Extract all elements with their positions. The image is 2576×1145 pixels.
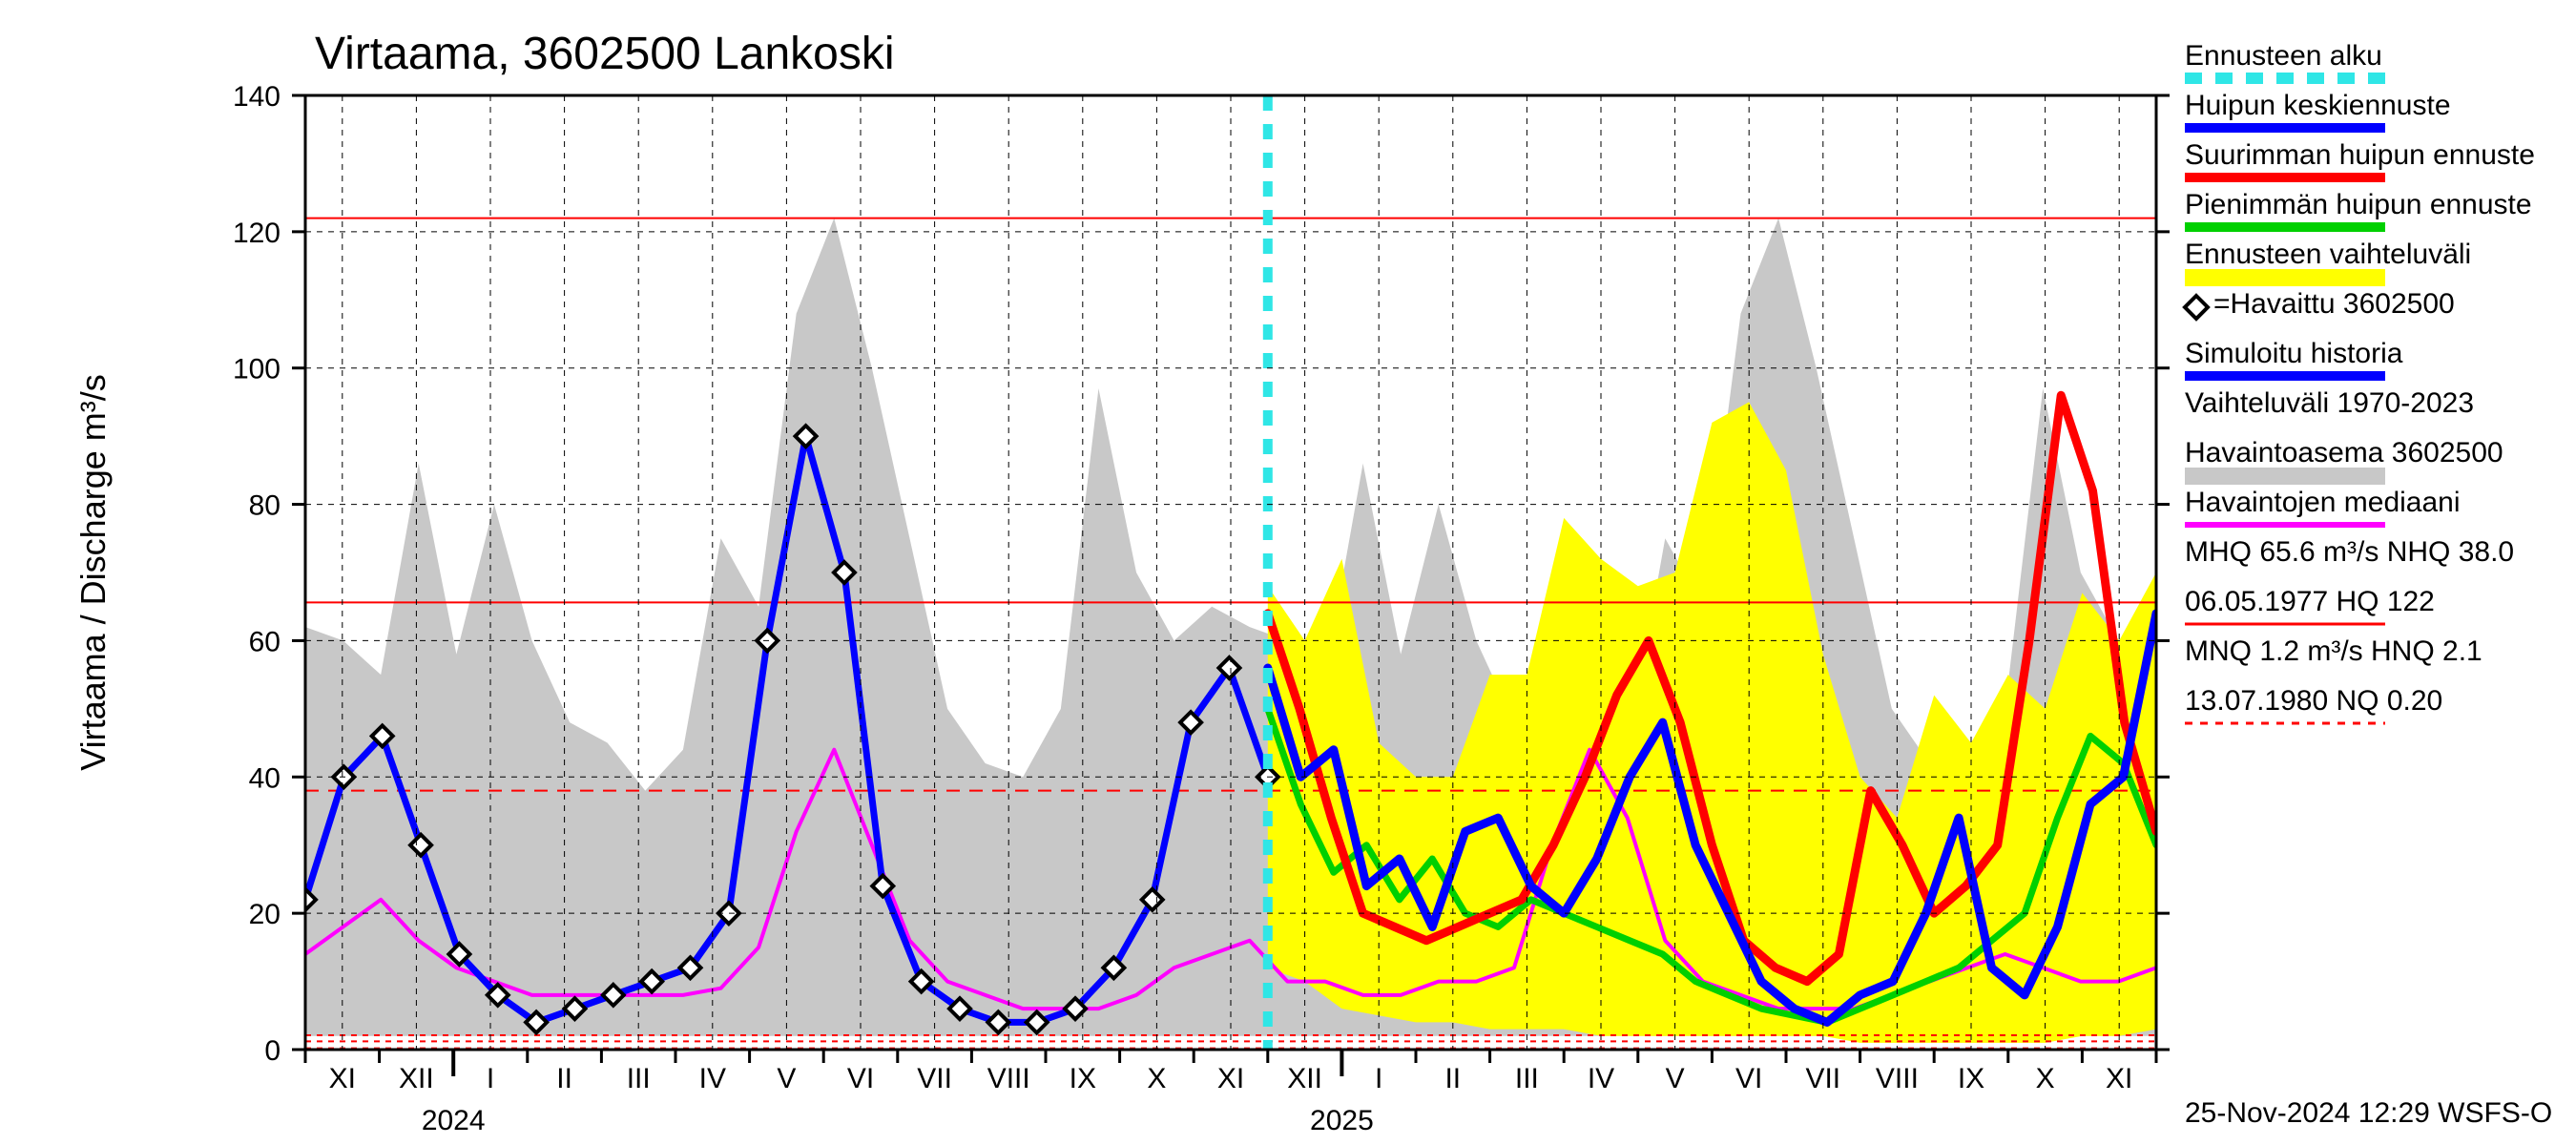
x-year-label: 2024	[422, 1105, 486, 1136]
chart-title: Virtaama, 3602500 Lankoski	[315, 29, 895, 79]
x-month-label: I	[487, 1063, 494, 1094]
legend-label: Ennusteen vaihteluväli	[2185, 239, 2471, 270]
legend-label: Ennusteen alku	[2185, 40, 2382, 72]
y-tick-label: 40	[249, 762, 280, 794]
legend-label: 06.05.1977 HQ 122	[2185, 586, 2435, 617]
x-month-label: VII	[1805, 1063, 1840, 1094]
legend-label: Huipun keskiennuste	[2185, 90, 2451, 121]
x-month-label: XII	[1287, 1063, 1322, 1094]
y-tick-label: 60	[249, 626, 280, 657]
x-month-label: III	[627, 1063, 651, 1094]
y-tick-label: 80	[249, 490, 280, 522]
x-month-label: II	[556, 1063, 572, 1094]
x-month-label: VIII	[987, 1063, 1030, 1094]
x-month-label: I	[1375, 1063, 1382, 1094]
legend-label: Simuloitu historia	[2185, 338, 2403, 369]
x-month-label: IV	[1588, 1063, 1614, 1094]
legend-label: Suurimman huipun ennuste	[2185, 139, 2535, 171]
x-month-label: IV	[699, 1063, 726, 1094]
x-month-label: V	[1666, 1063, 1685, 1094]
legend-label: Vaihteluväli 1970-2023	[2185, 387, 2474, 419]
y-tick-label: 100	[233, 354, 280, 385]
x-month-label: X	[2036, 1063, 2055, 1094]
x-month-label: XI	[1217, 1063, 1244, 1094]
x-month-label: VI	[1735, 1063, 1762, 1094]
legend-label: MHQ 65.6 m³/s NHQ 38.0	[2185, 536, 2514, 568]
x-month-label: V	[777, 1063, 796, 1094]
x-month-label: XI	[2106, 1063, 2132, 1094]
legend-label: 13.07.1980 NQ 0.20	[2185, 685, 2442, 717]
x-month-label: IX	[1958, 1063, 1984, 1094]
discharge-chart: 0 20 40 60 80 100 120 140 Virtaama / Discharge m…	[0, 0, 2576, 1145]
legend-label: MNQ 1.2 m³/s HNQ 2.1	[2185, 635, 2483, 667]
legend-label: Havaintojen mediaani	[2185, 487, 2461, 518]
x-month-label: VI	[847, 1063, 874, 1094]
x-month-label: III	[1515, 1063, 1539, 1094]
y-tick-label: 20	[249, 899, 280, 930]
x-month-label: II	[1444, 1063, 1461, 1094]
timestamp-footer: 25-Nov-2024 12:29 WSFS-O	[2185, 1097, 2552, 1129]
x-month-label: X	[1147, 1063, 1166, 1094]
legend-label: Pienimmän huipun ennuste	[2185, 189, 2532, 220]
y-tick-label: 0	[264, 1035, 280, 1067]
x-year-label: 2025	[1310, 1105, 1374, 1136]
y-axis-label: Virtaama / Discharge m³/s	[73, 374, 113, 770]
x-month-label: VII	[917, 1063, 952, 1094]
legend-label: =Havaittu 3602500	[2213, 288, 2455, 320]
y-tick-label: 140	[233, 81, 280, 113]
chart-root: 0 20 40 60 80 100 120 140 Virtaama / Discharge m…	[0, 0, 2576, 1145]
x-month-label: IX	[1070, 1063, 1096, 1094]
legend-label: Havaintoasema 3602500	[2185, 437, 2503, 468]
x-month-label: XI	[329, 1063, 356, 1094]
y-tick-label: 120	[233, 218, 280, 249]
x-month-label: XII	[399, 1063, 434, 1094]
x-month-label: VIII	[1876, 1063, 1919, 1094]
